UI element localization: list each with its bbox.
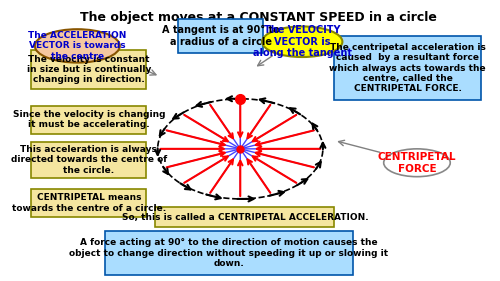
Text: The VELOCITY
VECTOR is
along the tangent: The VELOCITY VECTOR is along the tangent [252,25,352,58]
Text: The ACCELERATION
VECTOR is towards
the centre: The ACCELERATION VECTOR is towards the c… [28,31,126,61]
Text: The object moves at a CONSTANT SPEED in a circle: The object moves at a CONSTANT SPEED in … [80,11,437,24]
Text: A tangent is at 90° to
a radius of a circle: A tangent is at 90° to a radius of a cir… [162,25,280,47]
Text: So, this is called a CENTRIPETAL ACCELERATION.: So, this is called a CENTRIPETAL ACCELER… [122,212,368,221]
FancyBboxPatch shape [32,189,146,217]
Text: The centripetal acceleration is
caused  by a resultant force
which always acts t: The centripetal acceleration is caused b… [330,43,486,94]
Text: CENTRIPETAL
FORCE: CENTRIPETAL FORCE [378,152,456,174]
Ellipse shape [35,29,120,63]
FancyBboxPatch shape [32,50,146,89]
FancyBboxPatch shape [32,106,146,133]
FancyBboxPatch shape [105,231,352,275]
Ellipse shape [384,149,450,177]
Text: CENTRIPETAL means
towards the centre of a circle.: CENTRIPETAL means towards the centre of … [12,193,166,213]
Text: A force acting at 90° to the direction of motion causes the
object to change dir: A force acting at 90° to the direction o… [69,238,388,268]
Ellipse shape [262,26,342,57]
FancyBboxPatch shape [178,19,263,53]
FancyBboxPatch shape [32,142,146,178]
FancyBboxPatch shape [156,207,334,227]
Text: Since the velocity is changing
it must be accelerating.: Since the velocity is changing it must b… [12,110,165,129]
Text: This acceleration is always
directed towards the centre of
the circle.: This acceleration is always directed tow… [10,145,167,175]
FancyBboxPatch shape [334,36,481,100]
Text: The velocity is constant
in size but is continually
changing in direction.: The velocity is constant in size but is … [26,55,151,85]
